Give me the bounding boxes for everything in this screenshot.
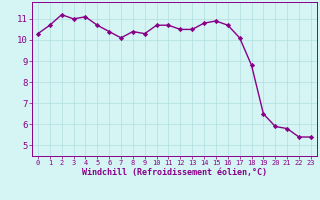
X-axis label: Windchill (Refroidissement éolien,°C): Windchill (Refroidissement éolien,°C) [82,168,267,177]
